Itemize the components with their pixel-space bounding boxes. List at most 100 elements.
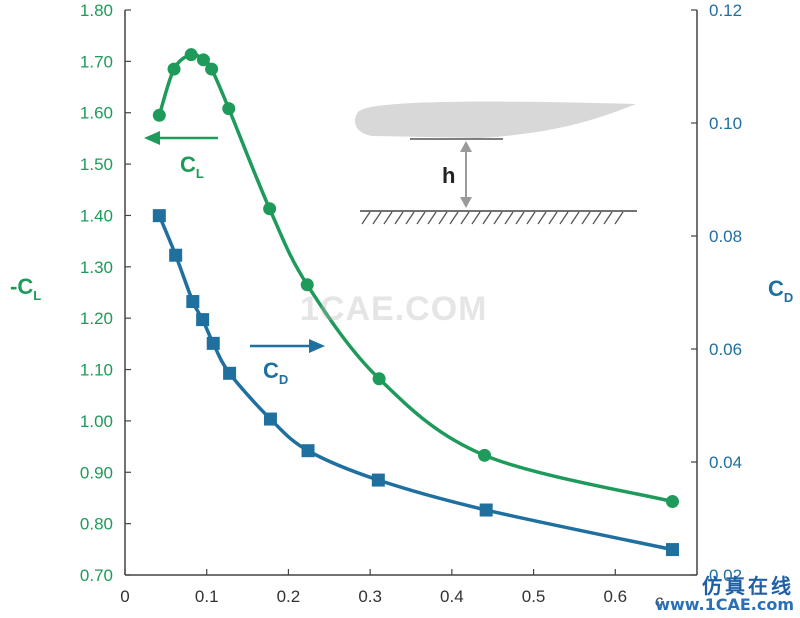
left-y-tick-label: 1.00	[80, 412, 113, 431]
cd-data-point	[371, 473, 385, 487]
left-y-tick-label: 0.70	[80, 566, 113, 585]
right-y-tick-label: 0.12	[709, 1, 742, 20]
x-tick-label: 0.5	[522, 587, 546, 606]
height-label: h	[442, 163, 455, 188]
left-y-ticks: 0.70 0.80 0.90 1.00 1.10 1.20 1.30 1.40 1.50 1.60…	[80, 1, 131, 585]
cl-legend-label: CL	[180, 152, 204, 181]
hatch-line	[361, 211, 371, 225]
cl-data-point	[665, 495, 679, 509]
wing-profile	[354, 101, 636, 138]
hatch-line	[460, 211, 470, 225]
cd-data-point	[479, 503, 493, 517]
left-y-tick-label: 1.60	[80, 104, 113, 123]
hatch-line	[592, 211, 602, 225]
hatch-line	[471, 211, 481, 225]
hatch-line	[504, 211, 514, 225]
cl-legend-arrowhead	[144, 131, 160, 145]
right-y-tick-label: 0.06	[709, 340, 742, 359]
cd-legend-sub: D	[279, 372, 288, 387]
cl-data-point	[196, 53, 210, 67]
left-y-tick-label: 1.10	[80, 361, 113, 380]
cl-legend-main: C	[180, 152, 196, 177]
hatch-line	[438, 211, 448, 225]
hatch-line	[493, 211, 503, 225]
right-y-ticks: 0.02 0.04 0.06 0.08 0.10 0.12	[691, 1, 742, 585]
hatch-line	[449, 211, 459, 225]
hatch-line	[394, 211, 404, 225]
hatch-line	[537, 211, 547, 225]
right-y-tick-label: 0.02	[709, 566, 742, 585]
cd-data-point	[263, 412, 277, 426]
cd-legend-arrowhead	[309, 339, 325, 353]
cl-data-point	[478, 448, 492, 462]
left-y-tick-label: 1.20	[80, 309, 113, 328]
left-axis-label-sub: L	[33, 288, 41, 303]
left-axis-label: -CL	[10, 274, 41, 303]
cd-curve	[157, 214, 673, 552]
site-badge: 仿真在线 www.1CAE.com	[655, 576, 794, 614]
cl-legend: CL	[144, 131, 218, 181]
right-axis-label: CD	[768, 276, 793, 305]
hatch-line	[383, 211, 393, 225]
left-y-tick-label: 1.50	[80, 155, 113, 174]
hatch-line	[614, 211, 624, 225]
hatch-line	[548, 211, 558, 225]
cd-data-point	[152, 209, 166, 223]
height-arrow-bottom	[460, 197, 472, 208]
x-tick-label: 0.4	[440, 587, 464, 606]
right-y-tick-label: 0.10	[709, 114, 742, 133]
cl-data-point	[372, 372, 386, 386]
cl-data-point	[263, 202, 277, 216]
ground-hatching	[361, 211, 624, 225]
cd-data-point	[301, 444, 315, 458]
cl-data-point	[222, 102, 236, 116]
height-arrow-top	[460, 141, 472, 152]
axes	[124, 10, 698, 576]
left-y-tick-label: 0.90	[80, 463, 113, 482]
cl-data-point	[184, 48, 198, 62]
cd-legend: CD	[250, 339, 325, 387]
x-tick-label: 0.1	[195, 587, 219, 606]
right-axis-label-sub: D	[784, 290, 793, 305]
cl-legend-sub: L	[196, 166, 204, 181]
right-y-tick-label: 0.08	[709, 227, 742, 246]
cd-legend-label: CD	[263, 358, 288, 387]
x-ticks: 0 0.1 0.2 0.3 0.4 0.5 0.6	[120, 569, 627, 606]
hatch-line	[416, 211, 426, 225]
hatch-line	[372, 211, 382, 225]
hatch-line	[515, 211, 525, 225]
cd-data-point	[186, 295, 200, 309]
x-tick-label: 0.2	[277, 587, 301, 606]
left-y-tick-label: 1.80	[80, 1, 113, 20]
hatch-line	[526, 211, 536, 225]
left-y-tick-label: 1.30	[80, 258, 113, 277]
hatch-line	[559, 211, 569, 225]
hatch-line	[427, 211, 437, 225]
right-axis-label-main: C	[768, 276, 784, 301]
left-y-tick-label: 1.70	[80, 52, 113, 71]
x-tick-label: 0.3	[358, 587, 382, 606]
cd-data-point	[665, 543, 679, 557]
x-tick-label: 0.6	[603, 587, 627, 606]
cd-data-point	[196, 313, 210, 327]
hatch-line	[482, 211, 492, 225]
cd-data-point	[206, 336, 220, 350]
hatch-line	[405, 211, 415, 225]
cl-markers	[152, 48, 679, 509]
cd-data-point	[169, 248, 183, 262]
x-tick-label: 0	[120, 587, 129, 606]
left-y-tick-label: 1.40	[80, 206, 113, 225]
hatch-line	[581, 211, 591, 225]
site-badge-cn: 仿真在线	[702, 574, 794, 599]
right-y-tick-label: 0.04	[709, 453, 742, 472]
hatch-line	[603, 211, 613, 225]
cd-markers	[152, 209, 679, 557]
cl-data-point	[167, 62, 181, 76]
cl-data-point	[152, 108, 166, 122]
left-axis-label-main: -C	[10, 274, 33, 299]
cl-data-point	[300, 278, 314, 292]
cd-data-point	[223, 366, 237, 380]
cl-data-point	[205, 62, 219, 76]
watermark-text: 1CAE.COM	[300, 290, 488, 328]
